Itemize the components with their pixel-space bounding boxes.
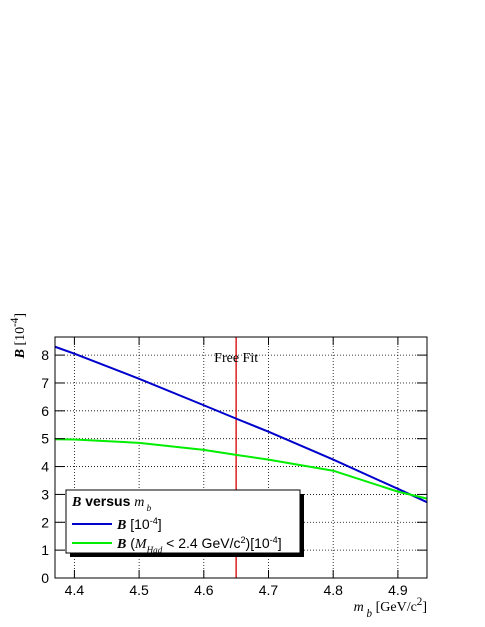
label-part: [GeV/c (372, 600, 417, 615)
label-part: -4 (150, 516, 158, 526)
label-part: 2 (417, 596, 423, 608)
label-part: -4 (270, 535, 278, 545)
label-part: Had (146, 545, 163, 555)
marker-label: Free Fit (214, 351, 258, 366)
legend (65, 489, 304, 557)
label-part: -4 (9, 317, 21, 327)
label-part: ] (278, 535, 282, 551)
x-tick-label: 4.6 (194, 582, 214, 598)
label-part: ] (13, 313, 28, 318)
label-part: [10 (13, 327, 28, 349)
label-part: ] (422, 600, 427, 615)
label-part: [10 (126, 516, 150, 532)
x-tick-label: 4.4 (65, 582, 85, 598)
label-part: 2 (240, 535, 245, 545)
y-tick-label: 8 (41, 347, 49, 363)
x-tick-label: 4.7 (259, 582, 279, 598)
y-tick-label: 6 (41, 403, 49, 419)
frame (54, 336, 428, 579)
x-tick-label: 4.5 (129, 582, 149, 598)
x-tick-label: 4.9 (388, 582, 408, 598)
plot: Free Fit (54, 337, 428, 578)
x-tick-label: 4.8 (323, 582, 343, 598)
y-tick-label: 2 (41, 514, 49, 530)
series-line (54, 345, 428, 504)
label-part: m (134, 495, 144, 510)
label-part: M (134, 537, 148, 552)
label-part: m (354, 600, 364, 615)
y-tick-label: 7 (41, 375, 49, 391)
label-part: versus (81, 493, 134, 509)
label-part: b (364, 608, 373, 620)
label-part: < 2.4 GeV/c (162, 535, 240, 551)
label-part: B (71, 495, 81, 510)
label-part: ( (126, 535, 135, 551)
rich-label: B (MHad < 2.4 GeV/c2)[10-4] (116, 535, 282, 555)
label-part: b (144, 503, 151, 513)
rich-label: B versus m b (71, 493, 152, 513)
label-part: )[10 (246, 535, 270, 551)
rich-label: B [10-4] (9, 313, 28, 359)
legend-content: B versus m bB [10-4]B (MHad < 2.4 GeV/c2… (71, 493, 282, 555)
y-tick-label: 1 (41, 542, 49, 558)
series-line (54, 438, 428, 500)
y-tick-label: 3 (41, 486, 49, 502)
y-tick-label: 5 (41, 431, 49, 447)
rich-label: B [10-4] (116, 516, 162, 533)
label-part: B (116, 518, 126, 533)
rich-label: m b [GeV/c2] (354, 596, 427, 620)
y-tick-label: 4 (41, 459, 49, 475)
label-part: ] (158, 516, 162, 532)
label-part: B (116, 537, 126, 552)
y-tick-label: 0 (41, 570, 49, 586)
label-part: B (13, 349, 28, 359)
